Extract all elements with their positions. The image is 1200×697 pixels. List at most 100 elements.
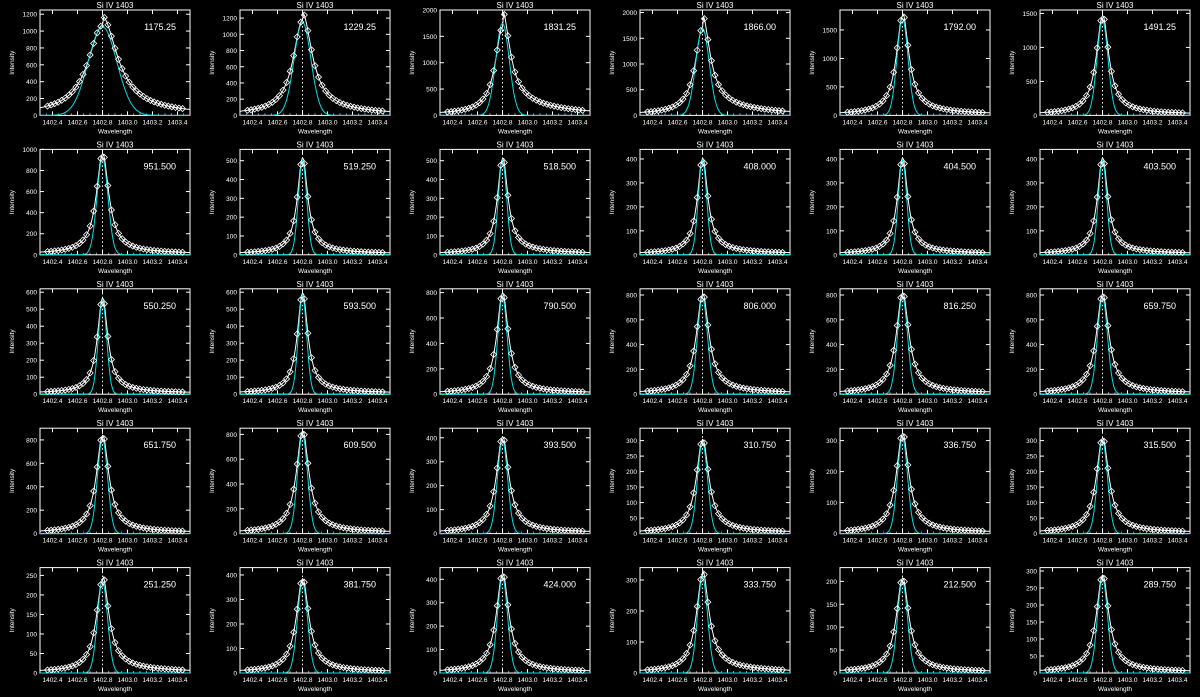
data-point [714,368,723,376]
y-tick-label: 300 [1026,569,1037,576]
data-point [47,101,55,109]
plot-frame [39,427,191,535]
x-tick-label: 1402.6 [868,398,888,405]
panel-annotation: 1229.25 [343,22,376,32]
data-point [1100,160,1108,168]
x-tick-label: 1403.2 [143,259,163,266]
data-point [122,655,130,663]
panel-annotation: 659.750 [1143,301,1176,311]
x-tick-label: 1403.4 [368,398,388,405]
panel-title: Si IV 1403 [97,140,134,149]
x-tick-label: 1402.8 [293,677,313,684]
data-point [325,659,333,667]
y-tick-label: 400 [426,435,437,442]
y-tick-label: 600 [626,317,637,324]
data-point [325,91,333,99]
data-point [122,238,130,246]
data-point [697,575,705,584]
data-point [529,382,537,390]
data-point [514,648,523,656]
data-point [1083,370,1091,378]
data-point [890,346,898,354]
data-point [897,16,905,25]
y-tick-label: 200 [826,204,837,211]
x-tick-label: 1403.2 [343,259,363,266]
data-point [665,246,673,254]
x-tick-label: 1403.4 [168,398,188,405]
y-tick-label: 0 [433,531,437,538]
y-tick-label: 1500 [623,36,638,43]
y-tick-label: 150 [626,485,637,492]
x-axis-label: Wavelength [898,686,932,693]
x-axis-label: Wavelength [898,128,932,135]
data-point [1051,386,1059,394]
spectrum-panel-7: Si IV 1403 951.500 1402.4 1402.6 1402.8 1403.… [9,140,191,275]
data-point [1051,665,1059,673]
x-tick-label: 1403.0 [518,398,538,405]
data-point [279,86,287,94]
plot-frame [839,427,991,535]
data-point [493,325,501,334]
data-point [454,107,462,115]
x-tick-label: 1402.6 [468,677,488,684]
y-tick-label: 50 [630,516,638,523]
data-point [325,519,333,527]
x-tick-label: 1403.2 [543,538,563,545]
data-point [875,379,884,387]
data-point [100,153,108,161]
y-tick-label: 0 [233,531,237,538]
data-point [690,347,698,355]
y-tick-label: 100 [226,646,237,653]
spectrum-panel-17: Si IV 1403 816.250 1402.4 1402.6 1402.8 1403.… [809,280,991,414]
y-tick-label: 300 [826,438,837,445]
data-point [154,99,162,107]
y-axis-label: Intensity [1009,607,1016,632]
spectrum-panel-25: Si IV 1403 251.250 1402.4 1402.6 1402.8 1403.… [9,559,191,693]
panel-annotation: 1491.25 [1143,22,1176,32]
data-point [447,248,455,256]
plot-frame [239,427,391,535]
y-tick-label: 100 [626,640,637,647]
data-point [1072,244,1080,252]
data-point [651,665,659,673]
y-tick-label: 200 [1026,367,1037,374]
x-tick-label: 1402.4 [43,538,63,545]
gaussian-fit [1040,19,1190,116]
data-point [75,518,84,527]
gaussian-fit [40,580,190,674]
data-point [83,61,91,70]
data-point [886,83,894,91]
data-point [100,576,108,584]
data-point [893,44,901,52]
data-point [711,227,719,236]
x-tick-label: 1403.0 [318,538,338,545]
data-point [522,656,530,665]
data-point [522,517,530,525]
data-point [307,46,316,54]
x-tick-label: 1402.4 [43,119,63,126]
data-point [847,387,855,395]
data-point [111,638,119,647]
data-point [925,100,933,108]
y-tick-label: 600 [1026,317,1037,324]
x-tick-label: 1403.0 [1118,677,1138,684]
data-point [525,381,533,389]
data-point [497,574,505,583]
x-tick-label: 1403.4 [568,119,588,126]
data-point [475,519,484,527]
data-point [507,53,516,61]
data-point [54,246,62,255]
data-point [325,243,333,251]
panel-annotation: 806.000 [743,301,776,311]
data-point [468,383,476,392]
x-axis-label: Wavelength [1098,686,1132,693]
x-tick-label: 1402.4 [1043,538,1063,545]
data-point [718,651,726,659]
y-tick-label: 0 [433,671,437,678]
data-point [778,666,787,674]
y-tick-label: 500 [426,158,437,165]
data-point [1111,82,1119,90]
y-tick-label: 800 [26,168,37,175]
data-point [725,379,733,387]
